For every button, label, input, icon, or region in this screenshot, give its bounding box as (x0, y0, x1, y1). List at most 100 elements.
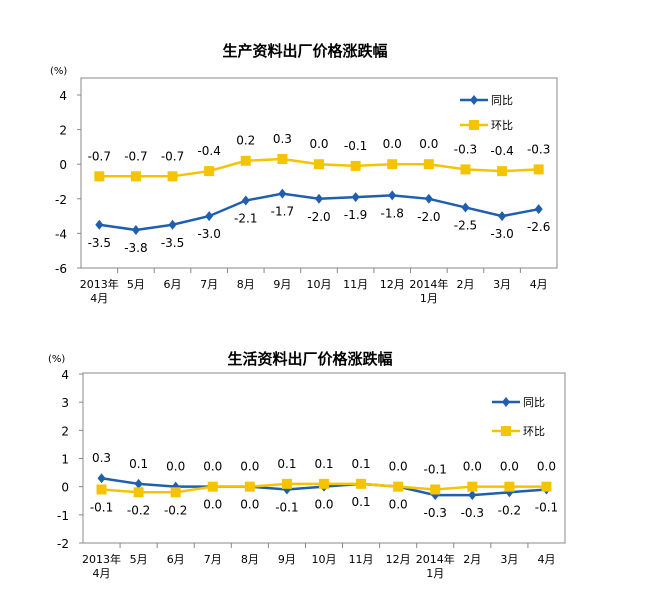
x-tick-label: 6月 (164, 278, 182, 291)
x-tick-label: 2013年 4月 (82, 552, 121, 580)
data-label: -2.1 (234, 212, 257, 226)
data-label: -2.0 (417, 210, 440, 224)
data-point-mom (541, 481, 552, 492)
data-point-yoy (534, 204, 543, 215)
data-label: -3.0 (490, 227, 513, 241)
data-point-mom (130, 171, 141, 182)
data-point-mom (94, 171, 105, 182)
y-tick-label: 2 (61, 424, 69, 438)
legend-label: 环比 (523, 425, 545, 438)
legend-diamond-icon (470, 95, 478, 105)
x-tick-label: 2月 (463, 553, 481, 566)
data-label: -0.3 (454, 142, 477, 156)
data-point-yoy (468, 490, 477, 501)
data-label: 0.2 (236, 134, 255, 148)
data-label: 0.1 (352, 495, 371, 509)
x-tick-label: 11月 (349, 553, 374, 566)
x-tick-label: 7月 (204, 553, 222, 566)
x-tick-label: 12月 (386, 553, 411, 566)
data-label: -3.8 (124, 241, 147, 255)
data-label: -0.3 (461, 506, 484, 520)
data-label: 0.1 (314, 457, 333, 471)
data-label: 0.0 (240, 460, 259, 474)
data-point-mom (96, 484, 107, 495)
data-point-yoy (315, 193, 323, 204)
chart-1: 生产资料出厂价格涨跌幅 (%) 4 2 0 -2 -4 -6 2013年 4月 5月 6月 7月 8月 9月… (50, 42, 558, 305)
data-label: 0.0 (240, 498, 259, 512)
x-tick-label: 3月 (500, 553, 518, 566)
data-point-mom (240, 155, 251, 166)
x-tick-label: 4月 (537, 553, 555, 566)
y-tick-label: 1 (61, 453, 69, 467)
data-label: 0.0 (203, 498, 222, 512)
data-point-mom (497, 166, 508, 177)
plot-frame (80, 77, 558, 269)
data-point-yoy (388, 190, 397, 201)
data-label: -1.8 (381, 206, 404, 220)
data-label: -0.4 (197, 144, 220, 158)
data-point-mom (277, 154, 288, 165)
data-label: 0.1 (129, 457, 148, 471)
x-tick-label: 11月 (343, 278, 368, 291)
data-point-yoy (498, 211, 507, 222)
data-label: 0.3 (92, 451, 111, 465)
data-label: -0.2 (164, 503, 187, 517)
data-point-yoy (131, 224, 140, 235)
data-point-yoy (95, 219, 104, 230)
data-point-mom (167, 171, 178, 182)
data-point-yoy (351, 192, 360, 203)
data-point-mom (460, 164, 471, 175)
data-label: -0.1 (90, 500, 113, 514)
data-label: 0.0 (500, 460, 519, 474)
data-label: 0.0 (419, 137, 438, 151)
chart-2: 生活资料出厂价格涨跌幅 (%) 4 3 2 1 0 -1 -2 2013年 4月 5月 6月 7月 8月 9月… (48, 350, 566, 580)
data-point-mom (314, 159, 324, 170)
data-label: 0.1 (352, 457, 371, 471)
legend-square-icon (469, 120, 479, 130)
x-tick-label: 10月 (312, 553, 337, 566)
x-tick-label: 4月 (530, 278, 548, 291)
x-tick-label: 9月 (278, 553, 296, 566)
data-point-mom (170, 487, 181, 498)
data-label: 0.0 (389, 498, 408, 512)
y-axis-unit: (%) (50, 66, 67, 77)
y-tick-label: 3 (61, 396, 69, 410)
data-label: -0.3 (424, 506, 447, 520)
x-tick-label: 2月 (456, 278, 474, 291)
chart-title: 生产资料出厂价格涨跌幅 (222, 42, 387, 60)
legend-diamond-icon (502, 397, 510, 407)
data-point-yoy (205, 211, 214, 222)
x-tick-label: 8月 (237, 278, 255, 291)
data-point-mom (204, 166, 215, 177)
y-tick-label: 2 (59, 124, 67, 138)
y-tick-label: -4 (55, 227, 67, 241)
data-point-mom (423, 159, 434, 170)
data-label: 0.0 (537, 460, 556, 474)
x-tick-label: 12月 (380, 278, 405, 291)
data-point-yoy (278, 188, 287, 199)
data-label: 0.3 (273, 132, 292, 146)
y-tick-label: -2 (57, 537, 69, 551)
x-tick-label: 3月 (493, 278, 511, 291)
data-label: 0.0 (203, 460, 222, 474)
data-label: -0.2 (498, 503, 521, 517)
data-point-mom (207, 481, 218, 492)
data-label: 0.0 (389, 460, 408, 474)
y-axis-unit: (%) (48, 354, 65, 365)
data-label: 0.0 (463, 460, 482, 474)
data-label: 0.1 (277, 457, 296, 471)
x-tick-label: 10月 (307, 278, 332, 291)
data-label: -0.2 (127, 503, 150, 517)
y-tick-label: 0 (61, 481, 69, 495)
data-label: -0.1 (344, 139, 367, 153)
data-point-mom (281, 478, 292, 489)
data-point-mom (356, 478, 367, 489)
x-tick-label: 2014年 1月 (409, 277, 448, 305)
data-point-mom (387, 159, 398, 170)
data-label: -2.5 (454, 218, 477, 232)
data-label: -3.0 (197, 227, 220, 241)
data-label: -3.5 (161, 236, 184, 250)
y-tick-label: -6 (55, 262, 67, 276)
data-point-mom (393, 481, 404, 492)
data-label: -0.1 (275, 500, 298, 514)
